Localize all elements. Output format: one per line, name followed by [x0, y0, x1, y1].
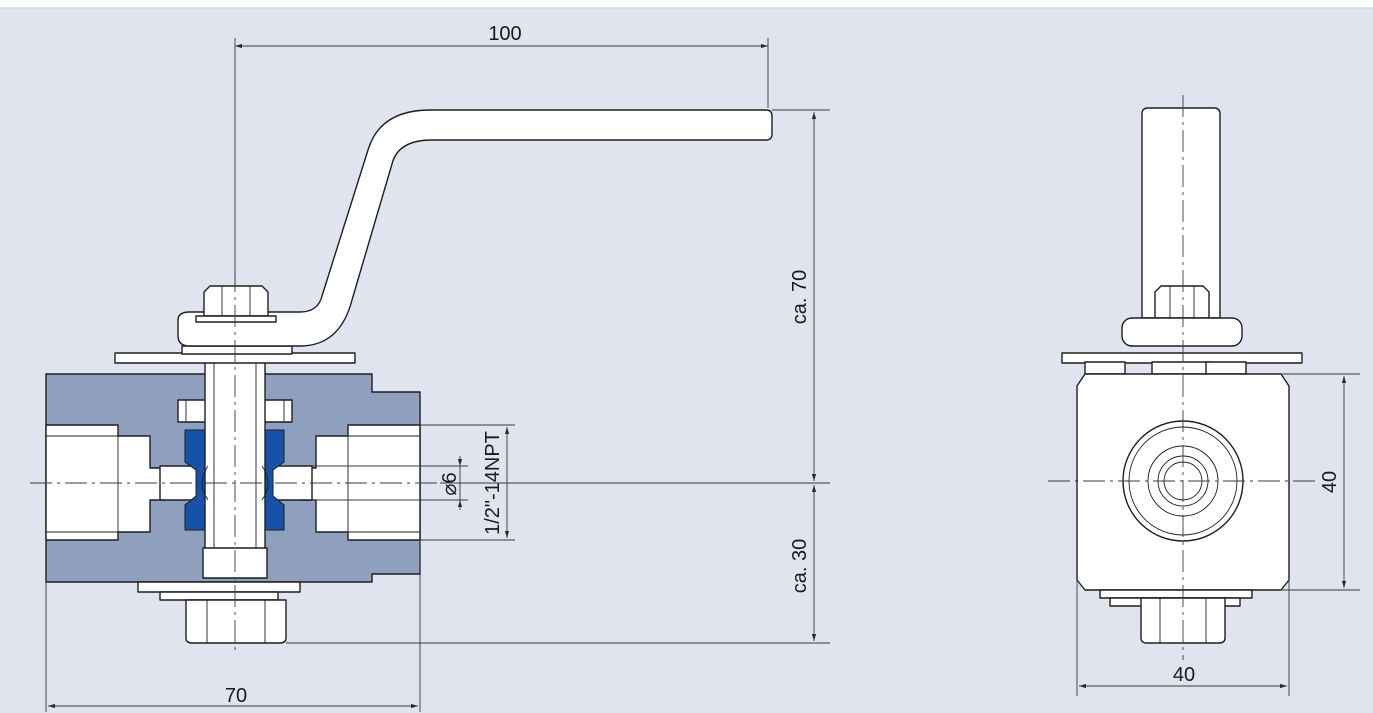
- valve-stem: [204, 361, 266, 577]
- dim-side-height: 40: [1319, 471, 1341, 493]
- dim-side-width: 40: [1173, 664, 1195, 686]
- right-port-bore: [299, 424, 421, 541]
- dim-handle-length: 100: [488, 23, 521, 45]
- dim-thread: 1/2"-14NPT: [482, 431, 504, 535]
- left-port-bore: [45, 424, 166, 541]
- handle-lever: [177, 109, 773, 347]
- dimension-lines: [45, 38, 1360, 712]
- dim-body-length: 70: [225, 685, 247, 707]
- side-handle: [1141, 107, 1221, 319]
- dim-bore-diameter: ⌀6: [439, 472, 461, 495]
- bottom-hex-nut: [185, 599, 287, 644]
- dim-height-below-axis: ca. 30: [789, 539, 811, 593]
- seat-seal-right: [264, 429, 285, 531]
- dim-height-above-axis: ca. 70: [789, 270, 811, 324]
- side-view: [1048, 95, 1320, 660]
- top-hex-nut: [203, 285, 269, 317]
- bottom-plate: [137, 581, 301, 593]
- front-section-view: [30, 109, 773, 655]
